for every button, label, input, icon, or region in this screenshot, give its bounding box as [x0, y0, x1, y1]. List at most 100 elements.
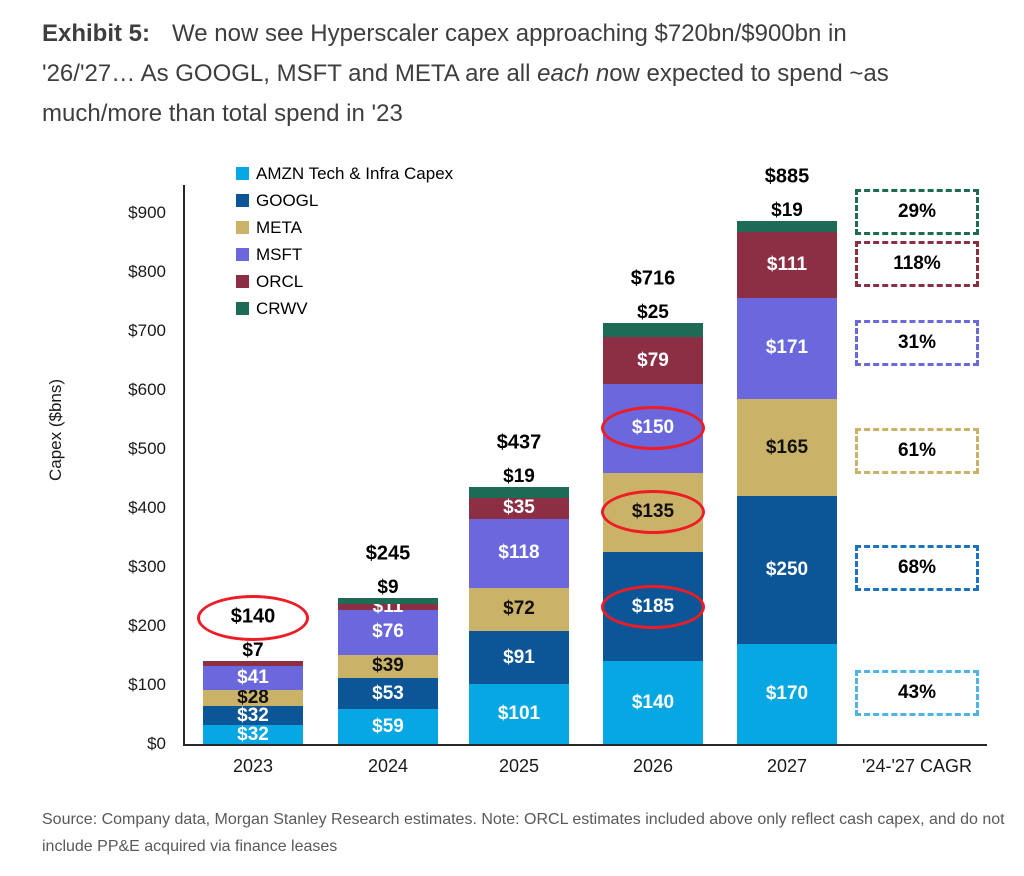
title-line-3: much/more than total spend in '23: [42, 94, 1002, 134]
cagr-box-orcl: 118%: [855, 241, 979, 287]
bar-total-label-2027: $885: [764, 165, 810, 188]
y-axis-tick-label: $300: [128, 557, 166, 576]
bar-value-label-msft-2027: $171: [765, 337, 809, 359]
bar-segment-meta-2025: [469, 588, 569, 631]
bar-value-label-msft-2025: $118: [498, 542, 540, 564]
bar-segment-googl-2024: [338, 677, 438, 710]
bar-value-label-googl-2025: $91: [503, 646, 535, 668]
legend-label-amzn: AMZN Tech & Infra Capex: [256, 163, 454, 183]
cagr-box-msft: 31%: [855, 320, 979, 366]
x-axis-label-2023: 2023: [232, 756, 274, 776]
y-axis-line: [183, 185, 185, 744]
y-axis-tick-label: $900: [128, 203, 166, 222]
bar-total-label-2024: $245: [365, 542, 411, 565]
bar-value-label-amzn-2023: $32: [237, 723, 269, 745]
bar-value-label-amzn-2024: $59: [372, 715, 404, 737]
bar-segment-meta-2027: [737, 398, 837, 497]
legend-swatch-msft: [236, 248, 249, 261]
title-text-2-italic: each n: [537, 60, 610, 87]
title-line-1: Exhibit 5: We now see Hyperscaler capex a…: [42, 14, 1002, 54]
bar-segment-meta-2026: [603, 472, 703, 553]
bar-segment-msft-2026: [603, 384, 703, 473]
cagr-value-msft: 31%: [897, 332, 937, 353]
bar-segment-amzn-2026: [603, 661, 703, 744]
bar-value-label-orcl-2027: $111: [766, 254, 808, 276]
cagr-value-googl: 68%: [897, 557, 937, 578]
bar-value-label-crwv-2026: $25: [637, 301, 669, 323]
bar-value-label-msft-2024: $76: [372, 621, 404, 643]
x-axis-label-2027: 2027: [766, 756, 808, 776]
x-axis-label-2025: 2025: [498, 756, 540, 776]
bar-value-label-crwv-2024: $9: [377, 577, 399, 599]
bar-segment-meta-2023: [203, 689, 303, 707]
bar-value-label-googl-2023: $32: [237, 704, 269, 726]
bar-segment-amzn-2025: [469, 684, 569, 744]
legend-item-orcl: ORCL: [236, 268, 453, 295]
y-axis-tick-label: $100: [128, 675, 166, 694]
x-axis-label-2026: 2026: [632, 756, 674, 776]
cagr-box-crwv: 29%: [855, 189, 979, 235]
bar-value-label-googl-2026: $185: [631, 595, 675, 617]
bar-segment-orcl-2023: [203, 661, 303, 666]
bar-segment-msft-2025: [469, 518, 569, 589]
bar-value-label-meta-2025: $72: [503, 598, 535, 620]
bar-segment-msft-2023: [203, 665, 303, 690]
bar-segment-amzn-2027: [737, 643, 837, 744]
legend-label-meta: META: [256, 217, 302, 237]
bar-value-label-amzn-2025: $101: [497, 703, 541, 725]
bar-value-label-amzn-2027: $170: [765, 682, 809, 704]
bar-segment-crwv-2025: [469, 486, 569, 498]
bar-value-label-orcl-2023: $7: [242, 640, 264, 662]
title-text-2a: '26/'27… As GOOGL, MSFT and META are all: [42, 60, 538, 87]
y-axis-tick-label: $600: [128, 380, 166, 399]
legend-label-msft: MSFT: [256, 244, 303, 264]
x-axis-line: [183, 744, 987, 746]
bar-segment-crwv-2026: [603, 322, 703, 338]
cagr-box-meta: 61%: [855, 428, 979, 474]
bar-value-label-orcl-2026: $79: [637, 349, 669, 371]
y-axis-tick-label: $400: [128, 498, 166, 517]
legend-item-meta: META: [236, 214, 453, 241]
bar-segment-orcl-2026: [603, 337, 703, 385]
bar-segment-googl-2025: [469, 630, 569, 685]
x-axis-label-cagr: '24-'27 CAGR: [862, 756, 972, 776]
bar-segment-msft-2027: [737, 297, 837, 399]
chart-legend: AMZN Tech & Infra Capex GOOGL META MSFT ORCL…: [236, 160, 453, 322]
bar-value-label-meta-2023: $28: [237, 686, 269, 708]
bar-segment-googl-2023: [203, 706, 303, 726]
bar-segment-crwv-2027: [737, 221, 837, 233]
source-note-line-2: include PP&E acquired via finance leases: [42, 838, 338, 855]
exhibit-title: Exhibit 5: We now see Hyperscaler capex a…: [42, 14, 1002, 134]
legend-swatch-crwv: [236, 302, 249, 315]
cagr-value-crwv: 29%: [897, 201, 937, 222]
legend-label-orcl: ORCL: [256, 271, 304, 291]
exhibit-number-label: Exhibit 5:: [42, 20, 151, 47]
source-note-line-1: Source: Company data, Morgan Stanley Res…: [42, 811, 1005, 828]
bar-segment-orcl-2024: [338, 603, 438, 611]
y-axis-tick-label: $800: [128, 262, 166, 281]
legend-swatch-orcl: [236, 275, 249, 288]
legend-swatch-amzn: [236, 167, 249, 180]
bar-segment-amzn-2024: [338, 709, 438, 744]
title-text-1: We now see Hyperscaler capex approaching…: [172, 20, 847, 47]
cagr-box-amzn: 43%: [855, 670, 979, 716]
bar-segment-googl-2027: [737, 496, 837, 644]
title-text-3: much/more than total spend in '23: [42, 100, 403, 127]
legend-label-googl: GOOGL: [256, 190, 319, 210]
legend-item-msft: MSFT: [236, 241, 453, 268]
cagr-value-orcl: 118%: [893, 253, 941, 274]
bar-segment-googl-2026: [603, 552, 703, 662]
legend-swatch-googl: [236, 194, 249, 207]
legend-item-googl: GOOGL: [236, 187, 453, 214]
bar-value-label-googl-2024: $53: [372, 682, 404, 704]
title-text-2b: ow expected to spend ~as: [609, 60, 889, 87]
cagr-value-meta: 61%: [897, 440, 937, 461]
bar-value-label-meta-2027: $165: [765, 436, 809, 458]
x-axis-label-2024: 2024: [367, 756, 409, 776]
title-line-2: '26/'27… As GOOGL, MSFT and META are all…: [42, 54, 1002, 94]
bar-segment-amzn-2023: [203, 725, 303, 744]
bar-value-label-amzn-2026: $140: [631, 691, 675, 713]
y-axis-tick-label: $200: [128, 616, 166, 635]
bar-segment-crwv-2024: [338, 598, 438, 604]
